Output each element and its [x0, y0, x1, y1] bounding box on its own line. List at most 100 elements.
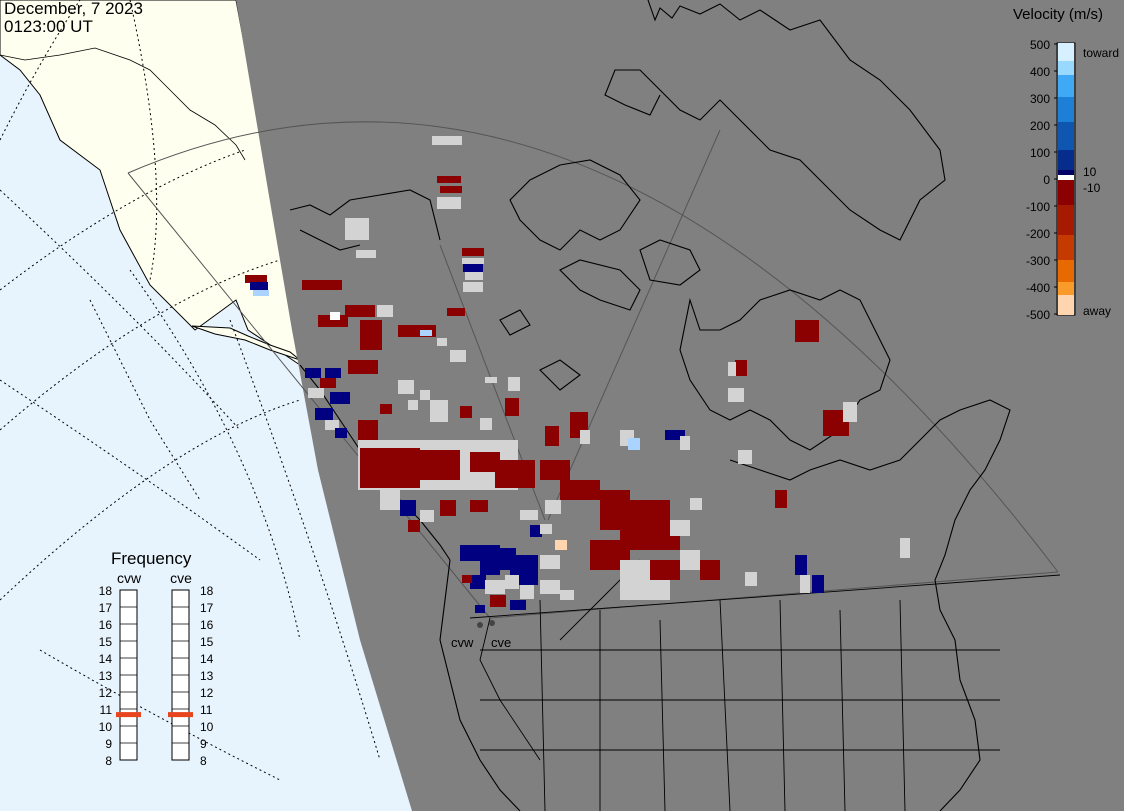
velocity-legend-title: Velocity (m/s) [1013, 6, 1104, 23]
scatter-cell [470, 500, 488, 512]
scatter-cell [360, 320, 382, 350]
scatter-cell [380, 490, 400, 510]
scatter-cell [670, 520, 690, 536]
scatter-cell [775, 490, 787, 508]
state-borders [469, 559, 1061, 811]
radar-site-cve [489, 620, 495, 626]
colorbar-segment [1058, 122, 1074, 150]
freq-scale-left: 9 [105, 737, 112, 751]
velocity-tick-label: -500 [1026, 308, 1050, 322]
scatter-cell [398, 380, 414, 394]
scatter-cell [540, 580, 560, 594]
scatter-cell [555, 540, 567, 550]
scatter-cell [408, 400, 418, 410]
dayside-coast [0, 47, 246, 161]
freq-scale-right: 11 [200, 703, 213, 717]
scatter-cell [843, 402, 857, 422]
scatter-cell [432, 136, 462, 145]
scatter-cell [360, 448, 420, 488]
scatter-cell [480, 418, 492, 430]
scatter-cell [320, 378, 336, 388]
scatter-cell [245, 275, 267, 283]
velocity-tick-label: -100 [1026, 200, 1050, 214]
freq-scale-left: 11 [100, 703, 113, 717]
scatter-cell [420, 330, 432, 336]
colorbar-segment [1058, 260, 1074, 282]
scatter-cell [330, 312, 340, 320]
scatter-cell [505, 575, 519, 589]
freq-marker-cvw [116, 712, 141, 718]
scatter-cell [408, 520, 420, 532]
scatter-cell [680, 550, 700, 570]
scatter-cell [345, 218, 369, 240]
scatter-cell [318, 315, 348, 327]
velocity-tick-label: 500 [1030, 38, 1050, 52]
colorbar-segment [1058, 235, 1074, 260]
scatter-cell [315, 408, 333, 420]
freq-scale-left: 18 [99, 584, 113, 598]
velocity-tick-label: 0 [1043, 173, 1050, 187]
scatter-cell [463, 264, 483, 272]
scatter-cells [245, 136, 910, 613]
scatter-cell [250, 282, 268, 290]
scatter-cell [795, 320, 819, 342]
scatter-cell [560, 480, 600, 500]
freq-scale-left: 15 [99, 635, 113, 649]
scatter-cell [520, 510, 538, 520]
scatter-cell [475, 605, 485, 613]
velocity-tick-label: 300 [1030, 92, 1050, 106]
scatter-cell [540, 460, 570, 480]
time-label: 0123:00 UT [4, 17, 93, 36]
freq-scale-right: 13 [200, 669, 214, 683]
scatter-cell [580, 430, 590, 444]
frequency-bars: cvw cve 18 18 17 17 16 16 15 15 14 14 13 13 12 12 11 11 10… [99, 570, 214, 768]
colorbar-segment [1058, 43, 1074, 61]
freq-scale-left: 13 [99, 669, 113, 683]
scatter-cell [420, 510, 434, 522]
freq-scale-right: 17 [200, 601, 214, 615]
freq-scale-left: 12 [99, 686, 113, 700]
scatter-cell [735, 360, 747, 376]
minus10-label: -10 [1083, 181, 1101, 195]
freq-scale-right: 12 [200, 686, 214, 700]
freq-radar-name-cve: cve [170, 570, 192, 586]
scatter-cell [505, 398, 519, 416]
scatter-cell [377, 305, 393, 317]
scatter-cell [358, 420, 378, 442]
colorbar-segment [1058, 282, 1074, 295]
scatter-cell [325, 420, 339, 430]
scatter-cell [560, 590, 574, 600]
date-label: December, 7 2023 [4, 0, 143, 18]
scatter-cell [545, 500, 561, 514]
scatter-cell [463, 282, 483, 292]
scatter-cell [745, 572, 757, 586]
scatter-cell [430, 400, 448, 422]
scatter-cell [440, 186, 462, 193]
radar-site-cvw [477, 622, 483, 628]
scatter-cell [440, 500, 456, 516]
scatter-cell [335, 428, 347, 438]
scatter-cell [540, 555, 560, 569]
freq-scale-right: 14 [200, 652, 214, 666]
velocity-ticks: 500 400 300 200 100 0 -100 -200 -300 -400 -500 towa… [1026, 38, 1119, 322]
scatter-cell [700, 560, 720, 580]
freq-scale-right: 18 [200, 584, 214, 598]
freq-scale-left: 14 [99, 652, 113, 666]
radar-label-cve: cve [491, 635, 512, 650]
scatter-cell [485, 580, 505, 594]
scatter-cell [253, 290, 269, 296]
velocity-tick-label: -400 [1026, 281, 1050, 295]
scatter-cell [308, 388, 324, 398]
freq-scale-left: 17 [99, 601, 113, 615]
scatter-cell [462, 575, 472, 583]
scatter-cell [545, 426, 559, 446]
scatter-cell [690, 498, 702, 510]
velocity-tick-label: 100 [1030, 146, 1050, 160]
scatter-cell [680, 436, 690, 450]
scatter-cell [485, 377, 497, 383]
scatter-cell [470, 575, 486, 589]
scatter-cell [665, 430, 685, 440]
scatter-cell [800, 575, 810, 593]
scatter-cell [345, 305, 375, 317]
